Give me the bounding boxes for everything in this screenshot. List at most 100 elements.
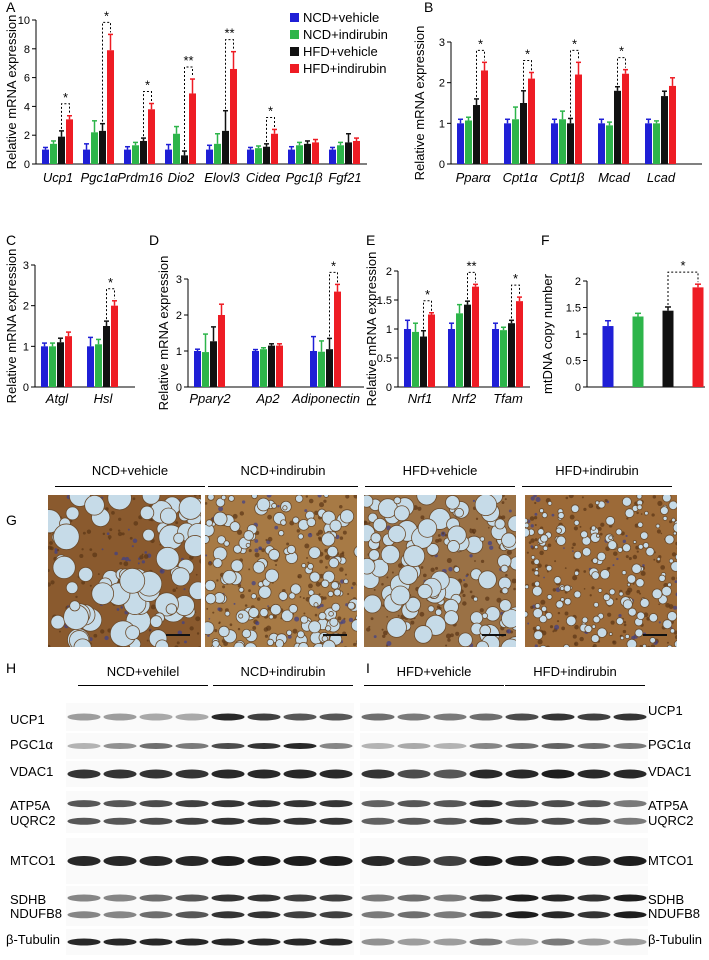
blot-image — [67, 894, 353, 919]
tissue-speckle — [573, 526, 578, 531]
bar — [181, 155, 188, 164]
tissue-speckle — [292, 628, 298, 634]
bar — [83, 149, 90, 164]
lipid-droplet — [478, 570, 497, 590]
tissue-speckle — [563, 547, 565, 550]
lipid-droplet — [592, 615, 601, 624]
blot-band — [67, 800, 101, 808]
lipid-droplet — [323, 495, 330, 498]
tissue-speckle — [530, 538, 535, 543]
blot-band — [505, 911, 539, 919]
tissue-speckle — [218, 622, 221, 625]
tissue-speckle — [50, 580, 55, 585]
tissue-speckle — [150, 604, 156, 610]
blot-band — [361, 894, 395, 902]
lipid-droplet — [555, 527, 562, 534]
tissue-speckle — [317, 495, 322, 498]
tissue-speckle — [422, 573, 427, 578]
tissue-speckle — [636, 511, 639, 515]
bar — [103, 326, 110, 387]
lipid-droplet — [533, 630, 544, 641]
blot-band — [505, 894, 539, 902]
tissue-speckle — [610, 620, 615, 625]
lipid-droplet — [596, 551, 607, 562]
y-tick-label: 0.5 — [377, 353, 392, 365]
blot-band — [577, 817, 611, 825]
bar — [457, 123, 464, 164]
lipid-droplet — [288, 592, 296, 600]
x-category-label: Pparγ2 — [189, 391, 231, 406]
panel-label-e: E — [366, 232, 375, 248]
y-tick-label: 2 — [24, 130, 30, 142]
tissue-speckle — [106, 532, 110, 536]
blot-image — [361, 856, 647, 866]
tissue-speckle — [444, 533, 448, 537]
lipid-droplet — [662, 619, 673, 630]
y-tick-label: 6 — [24, 73, 30, 85]
tissue-speckle — [527, 622, 530, 625]
lipid-droplet — [602, 593, 611, 602]
blot-band — [247, 743, 281, 749]
protein-label-h-pgc1a: PGC1α — [10, 737, 53, 752]
lipid-droplet — [256, 497, 271, 512]
tissue-speckle — [129, 536, 133, 540]
tissue-speckle — [97, 573, 100, 576]
tissue-speckle — [239, 593, 245, 599]
lipid-droplet — [268, 614, 274, 620]
lipid-droplet — [607, 540, 618, 550]
tissue-speckle — [435, 566, 439, 570]
tissue-speckle — [216, 579, 219, 582]
lipid-droplet — [557, 511, 565, 519]
lipid-droplet — [666, 644, 673, 647]
protein-label-i-ucp1: UCP1 — [648, 703, 683, 718]
blot-image — [361, 938, 647, 946]
tissue-speckle — [318, 593, 321, 596]
tissue-speckle — [217, 607, 221, 611]
lipid-droplet — [309, 571, 321, 583]
blot-band — [103, 911, 137, 919]
tissue-speckle — [341, 551, 345, 555]
lipid-droplet — [183, 535, 201, 558]
tissue-speckle — [144, 551, 148, 554]
blot-band — [469, 911, 503, 919]
tissue-speckle — [101, 548, 104, 551]
lipid-droplet — [534, 544, 539, 550]
lipid-droplet — [636, 611, 646, 621]
tissue-speckle — [176, 641, 180, 645]
bar — [132, 145, 139, 164]
lipid-droplet — [364, 495, 374, 508]
lipid-droplet — [427, 605, 435, 613]
tissue-speckle — [241, 500, 246, 504]
lipid-droplet — [212, 558, 223, 569]
lipid-droplet — [539, 644, 547, 647]
blot-group-i-1: HFD+vehicle — [364, 664, 504, 686]
tissue-speckle — [222, 585, 226, 589]
panel-label-c: C — [6, 232, 16, 248]
lipid-droplet — [160, 507, 177, 525]
lipid-droplet — [91, 582, 115, 606]
lipid-droplet — [65, 506, 80, 521]
bar — [504, 123, 511, 164]
blot-band — [103, 800, 137, 808]
lipid-droplet — [165, 603, 178, 615]
blot-band — [247, 713, 281, 721]
tissue-speckle — [364, 520, 367, 524]
tissue-speckle — [294, 616, 300, 622]
tissue-speckle — [608, 566, 611, 570]
tissue-speckle — [640, 513, 643, 515]
tissue-speckle — [286, 542, 290, 546]
lipid-droplet — [326, 545, 339, 558]
tissue-speckle — [572, 542, 576, 547]
bar — [260, 349, 267, 387]
lipid-droplet — [668, 558, 674, 564]
blot-band — [67, 743, 101, 749]
tissue-speckle — [410, 620, 415, 625]
lipid-droplet — [597, 588, 603, 593]
blot-band — [541, 817, 575, 825]
tissue-speckle — [658, 621, 661, 624]
tissue-speckle — [435, 538, 440, 543]
blot-band — [613, 743, 647, 749]
lipid-droplet — [621, 570, 627, 576]
tissue-speckle — [212, 611, 215, 614]
lipid-droplet — [453, 566, 460, 573]
